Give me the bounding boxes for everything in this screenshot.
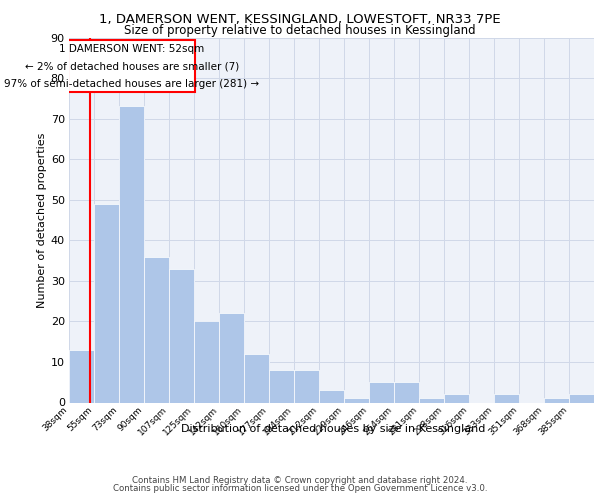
- Bar: [70, 350, 94, 403]
- Bar: [370, 382, 394, 402]
- Bar: [569, 394, 593, 402]
- Y-axis label: Number of detached properties: Number of detached properties: [37, 132, 47, 308]
- Bar: [94, 204, 119, 402]
- Bar: [544, 398, 569, 402]
- Bar: [269, 370, 293, 402]
- Bar: [145, 256, 169, 402]
- Bar: [394, 382, 419, 402]
- Text: 1, DAMERSON WENT, KESSINGLAND, LOWESTOFT, NR33 7PE: 1, DAMERSON WENT, KESSINGLAND, LOWESTOFT…: [99, 12, 501, 26]
- Bar: [119, 106, 143, 403]
- Bar: [445, 394, 469, 402]
- Bar: [220, 314, 244, 402]
- Bar: [169, 268, 194, 402]
- Bar: [194, 322, 218, 402]
- Bar: [419, 398, 443, 402]
- Bar: [319, 390, 344, 402]
- Bar: [344, 398, 368, 402]
- Text: Distribution of detached houses by size in Kessingland: Distribution of detached houses by size …: [181, 424, 485, 434]
- Text: 1 DAMERSON WENT: 52sqm: 1 DAMERSON WENT: 52sqm: [59, 44, 205, 54]
- FancyBboxPatch shape: [68, 40, 195, 92]
- Text: Size of property relative to detached houses in Kessingland: Size of property relative to detached ho…: [124, 24, 476, 37]
- Text: Contains HM Land Registry data © Crown copyright and database right 2024.: Contains HM Land Registry data © Crown c…: [132, 476, 468, 485]
- Bar: [244, 354, 269, 403]
- Text: ← 2% of detached houses are smaller (7): ← 2% of detached houses are smaller (7): [25, 61, 239, 71]
- Bar: [494, 394, 518, 402]
- Bar: [295, 370, 319, 402]
- Text: Contains public sector information licensed under the Open Government Licence v3: Contains public sector information licen…: [113, 484, 487, 493]
- Text: 97% of semi-detached houses are larger (281) →: 97% of semi-detached houses are larger (…: [4, 78, 259, 88]
